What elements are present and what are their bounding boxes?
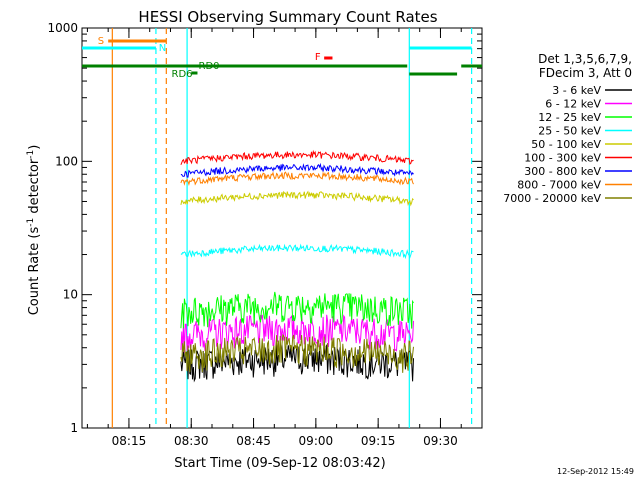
y-tick-label: 10 [63,288,78,302]
legend-label: 6 - 12 keV [545,98,601,111]
x-tick-label: 09:15 [361,434,396,448]
legend-label: 800 - 7000 keV [517,179,601,192]
flag-s-label: S [98,36,104,47]
legend-header-2: FDecim 3, Att 0 [539,66,632,80]
series-line-9 [180,333,414,373]
timestamp: 12-Sep-2012 15:49 [557,467,634,476]
series-line-3 [180,291,414,329]
flag-rd0-label: RD0 [199,61,220,72]
legend-label: 100 - 300 keV [524,152,601,165]
y-tick-label: 1000 [47,21,78,35]
x-tick-label: 09:00 [299,434,334,448]
flag-bars: S N RD0 RD6 F [82,36,482,80]
series-line-6 [180,149,414,165]
flag-rd6-label: RD6 [172,69,193,80]
series-line-5 [180,190,414,207]
y-tick-label: 100 [55,154,78,168]
legend-label: 300 - 800 keV [524,165,601,178]
x-tick-label: 08:30 [174,434,209,448]
x-axis-label: Start Time (09-Sep-12 08:03:42) [174,456,385,471]
series-line-2 [180,314,414,353]
series-line-4 [180,243,414,260]
x-tick-label: 09:30 [423,434,458,448]
y-axis-label: Count Rate (s-1 detector-1) [26,145,42,316]
x-tick-label: 08:45 [236,434,271,448]
legend-label: 12 - 25 keV [538,111,601,124]
legend-label: 7000 - 20000 keV [503,192,601,205]
legend-label: 50 - 100 keV [531,138,601,151]
legend-header-1: Det 1,3,5,6,7,9, [538,52,632,66]
series-line-7 [180,162,414,178]
y-tick-label: 1 [70,421,78,435]
x-tick-label: 08:15 [112,434,147,448]
legend-label: 25 - 50 keV [538,125,601,138]
series-line-8 [180,171,414,186]
flag-f-label: F [315,52,321,63]
flag-n-label: N [159,43,166,54]
plot-frame [81,27,483,429]
legend-label: 3 - 6 keV [552,84,601,97]
plot-axes: 1 10 100 1000 08:15 08:30 08:45 09:00 09:15 09:30 [47,21,483,448]
series-lines [180,149,414,383]
chart-title: HESSI Observing Summary Count Rates [138,8,437,26]
